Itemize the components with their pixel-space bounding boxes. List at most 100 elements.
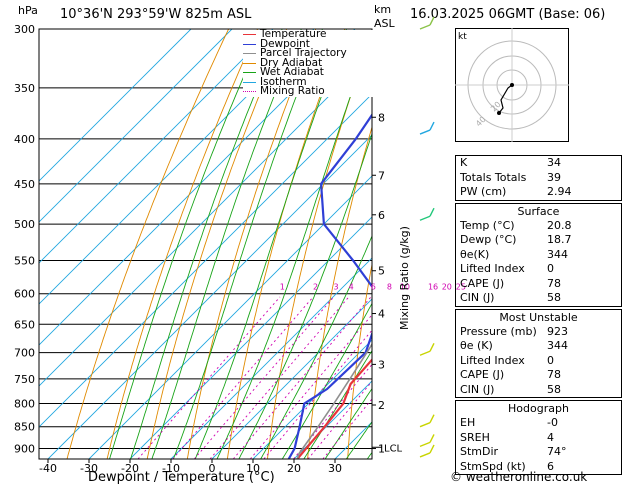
wind-barb-flag — [429, 414, 435, 424]
wet-adiabat-line — [324, 387, 372, 459]
series-parcel-trajectory — [296, 342, 372, 459]
table-row: EH -0 — [456, 416, 621, 431]
dry-adiabat-line — [347, 261, 372, 459]
wind-barb — [419, 452, 431, 458]
wind-barb-flag — [429, 342, 435, 352]
table-row: Totals Totals 39 — [456, 171, 621, 186]
row-label: Pressure (mb) — [460, 324, 537, 338]
pressure-tick-label: 350 — [14, 82, 35, 95]
row-label: Lifted Index — [460, 262, 525, 275]
row-value: 18.7 — [547, 233, 572, 246]
mixing-ratio-label: 8 — [387, 283, 392, 292]
wind-barb — [419, 350, 431, 356]
isotherm-line — [88, 175, 372, 459]
pressure-tick-label: 600 — [14, 288, 35, 301]
mixing-ratio-line — [137, 296, 281, 459]
x-tick-label: 20 — [287, 462, 301, 475]
wind-barb-flag — [429, 121, 435, 131]
table-row: Temp (°C) 20.8 — [456, 219, 621, 234]
km-tick-label: 2 — [378, 399, 385, 412]
legend-swatch — [243, 34, 256, 36]
wind-barb — [419, 441, 431, 448]
km-tick-label: 7 — [378, 169, 385, 182]
isotherm-line — [293, 380, 372, 459]
mixing-ratio-label: 10 — [400, 283, 410, 292]
table-row: CAPE (J) 78 — [456, 368, 621, 383]
mixing-ratio-label: 6 — [371, 283, 376, 292]
mixing-ratio-line — [193, 296, 335, 459]
table-row: CIN (J) 58 — [456, 291, 621, 306]
row-label: θe(K) — [460, 247, 490, 261]
km-tick-label: 3 — [378, 358, 385, 371]
row-value: 39 — [547, 170, 561, 184]
table-row: CIN (J) 58 — [456, 383, 621, 398]
km-tick-label: 1 — [378, 443, 385, 456]
table-row: Lifted Index 0 — [456, 262, 621, 277]
legend-swatch — [243, 53, 256, 55]
x-tick-label: -40 — [39, 462, 57, 475]
pressure-tick-label: 500 — [14, 218, 35, 231]
legend-label: Temperature — [260, 28, 327, 40]
row-label: EH — [460, 416, 476, 429]
x-tick-label: -10 — [162, 462, 180, 475]
x-axis-title: Dewpoint / Temperature (°C) — [88, 470, 275, 485]
legend-label: Mixing Ratio — [260, 85, 325, 97]
mixing-ratio-label: 25 — [456, 283, 466, 292]
legend-label: Dewpoint — [260, 37, 310, 50]
copyright[interactable]: © weatheronline.co.uk — [450, 470, 588, 484]
pressure-tick-label: 400 — [14, 133, 35, 146]
hodograph-storm-marker — [497, 111, 501, 115]
mixing-ratio-label: 1 — [280, 283, 285, 292]
row-label: PW (cm) — [460, 185, 507, 198]
parameter-table: K 34 Totals Totals 39 PW (cm) 2.94 Surface Te… — [455, 155, 622, 477]
dry-adiabat-line — [307, 125, 372, 459]
location-title: 10°36'N 293°59'W 825m ASL — [60, 7, 252, 22]
legend-item: Mixing Ratio — [243, 85, 383, 97]
legend: Temperature Dewpoint Parcel Trajectory Dry … — [243, 28, 383, 97]
legend-label: Parcel Trajectory — [260, 47, 347, 59]
row-value: 34 — [547, 156, 561, 169]
lcl-label: LCL — [384, 443, 403, 454]
km-tick-label: 6 — [378, 209, 385, 222]
legend-swatch — [243, 43, 256, 45]
legend-item: Temperature — [243, 28, 383, 40]
table-row: θe (K) 344 — [456, 339, 621, 354]
asl-label: ASL — [374, 17, 395, 30]
row-value: 923 — [547, 324, 568, 338]
wind-barb — [419, 24, 431, 30]
dry-adiabat-line — [66, 29, 230, 459]
row-label: CIN (J) — [460, 382, 495, 396]
mixing-ratio-line — [232, 296, 372, 459]
pressure-tick-label: 900 — [14, 443, 35, 456]
legend-label: Isotherm — [260, 75, 307, 88]
row-value: -0 — [547, 416, 558, 429]
legend-label: Dry Adiabat — [260, 56, 323, 69]
mixing-ratio-label: 4 — [349, 283, 354, 292]
pressure-tick-label: 300 — [14, 23, 35, 36]
isotherm-line — [211, 298, 372, 459]
pressure-tick-label: 850 — [14, 421, 35, 434]
row-value: 344 — [547, 247, 568, 261]
wet-adiabat-line — [151, 29, 302, 459]
legend-item: Dewpoint — [243, 37, 383, 50]
wet-adiabat-line — [281, 302, 372, 459]
wind-barb-flag — [429, 16, 435, 26]
plot-frame — [38, 28, 373, 460]
x-tick-label: -30 — [80, 462, 98, 475]
wet-adiabat-line — [172, 29, 323, 459]
row-value: 0 — [547, 353, 554, 367]
x-tick-label: 30 — [328, 462, 342, 475]
row-label: θe (K) — [460, 339, 493, 352]
hodograph-trace — [498, 84, 513, 114]
table-row: StmDir 74° — [456, 445, 621, 460]
row-label: SREH — [460, 430, 490, 444]
table-row: θe(K) 344 — [456, 248, 621, 263]
isotherm-line — [39, 29, 233, 223]
row-value: 78 — [547, 368, 561, 381]
row-label: Temp (°C) — [460, 218, 515, 232]
wind-barb — [419, 422, 431, 428]
wet-adiabat-line — [216, 34, 372, 459]
legend-label: Wet Adiabat — [260, 66, 324, 78]
table-row: StmSpd (kt) 6 — [456, 460, 621, 475]
most-unstable-box: Most Unstable Pressure (mb) 923 θe (K) 344 L… — [455, 308, 622, 398]
